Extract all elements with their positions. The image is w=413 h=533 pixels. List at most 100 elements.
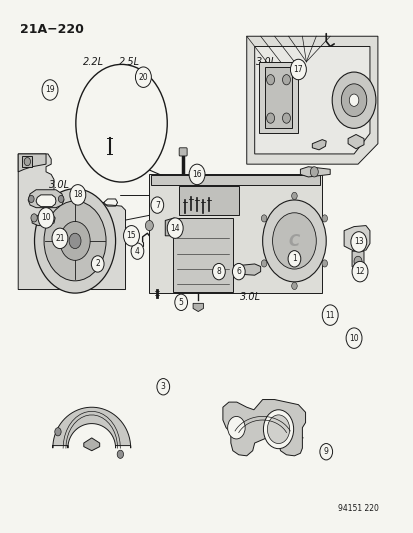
Circle shape [310,167,318,177]
Circle shape [340,84,366,117]
Polygon shape [83,438,100,451]
Circle shape [31,214,37,222]
Text: 3.0L: 3.0L [49,180,70,190]
Polygon shape [32,214,55,225]
Circle shape [263,410,293,449]
Circle shape [167,218,183,238]
Circle shape [321,305,337,325]
Circle shape [282,113,290,123]
Text: 4: 4 [135,247,140,256]
Circle shape [60,222,90,260]
Circle shape [38,208,54,228]
Polygon shape [36,195,56,207]
Text: 19: 19 [45,85,55,94]
Polygon shape [28,190,64,208]
Text: 7: 7 [154,200,159,209]
Circle shape [42,80,58,100]
Circle shape [350,232,366,252]
Circle shape [157,378,169,395]
Text: 15: 15 [126,231,136,240]
Circle shape [321,260,327,267]
Polygon shape [347,134,363,149]
Circle shape [76,64,167,182]
Polygon shape [311,140,325,150]
Circle shape [261,260,266,267]
Circle shape [145,221,153,231]
Text: 2.5L: 2.5L [119,57,140,67]
Polygon shape [222,400,305,456]
Polygon shape [18,154,125,289]
Polygon shape [22,157,32,167]
Text: 1: 1 [291,254,296,263]
Circle shape [349,94,358,107]
Text: 3.0L: 3.0L [256,57,276,67]
Circle shape [272,213,316,269]
Text: 17: 17 [293,65,302,74]
Text: 2.2L: 2.2L [83,57,104,67]
Text: 13: 13 [353,237,363,246]
Circle shape [189,164,204,184]
Circle shape [291,282,297,289]
Text: 21: 21 [55,234,64,243]
Polygon shape [149,174,321,293]
Polygon shape [151,175,320,184]
Text: 3: 3 [161,382,165,391]
Text: 10: 10 [41,213,51,222]
Polygon shape [233,264,260,275]
Text: 11: 11 [325,311,334,320]
Circle shape [287,251,300,267]
Circle shape [34,189,115,293]
Circle shape [227,416,244,439]
Text: 94151 220: 94151 220 [337,504,378,513]
Circle shape [70,184,85,205]
Circle shape [282,75,290,85]
Circle shape [58,196,64,203]
Polygon shape [18,154,46,172]
Polygon shape [246,36,377,164]
Polygon shape [173,218,232,292]
Circle shape [319,443,332,460]
Polygon shape [53,407,131,448]
Circle shape [321,215,327,222]
Circle shape [266,113,274,123]
Polygon shape [300,167,330,177]
Polygon shape [264,67,292,128]
Circle shape [232,263,244,280]
FancyBboxPatch shape [179,148,187,156]
Text: 3.0L: 3.0L [240,292,261,302]
Circle shape [345,328,361,349]
Text: 2: 2 [95,260,100,269]
Text: 9: 9 [323,447,328,456]
Text: C: C [287,235,299,249]
Circle shape [44,201,106,281]
Circle shape [174,294,187,311]
Text: 10: 10 [349,334,358,343]
Circle shape [117,450,123,458]
Polygon shape [351,251,363,272]
Circle shape [131,243,143,260]
Circle shape [123,225,139,246]
Circle shape [28,196,34,203]
Circle shape [290,59,306,80]
Polygon shape [343,225,369,251]
Text: 6: 6 [236,267,241,276]
Text: 18: 18 [73,190,82,199]
Circle shape [135,67,151,87]
Circle shape [69,233,81,248]
Circle shape [24,158,31,166]
Circle shape [212,263,225,280]
Circle shape [266,75,274,85]
Circle shape [261,215,266,222]
Circle shape [151,197,163,213]
Text: 8: 8 [216,267,221,276]
Text: 5: 5 [178,298,183,307]
Circle shape [91,256,104,272]
Polygon shape [192,303,203,311]
Polygon shape [165,218,174,236]
Text: 14: 14 [170,224,180,232]
Text: 21A−220: 21A−220 [20,23,84,36]
Polygon shape [179,185,238,215]
Circle shape [331,72,375,128]
Circle shape [291,192,297,199]
Circle shape [55,427,61,436]
